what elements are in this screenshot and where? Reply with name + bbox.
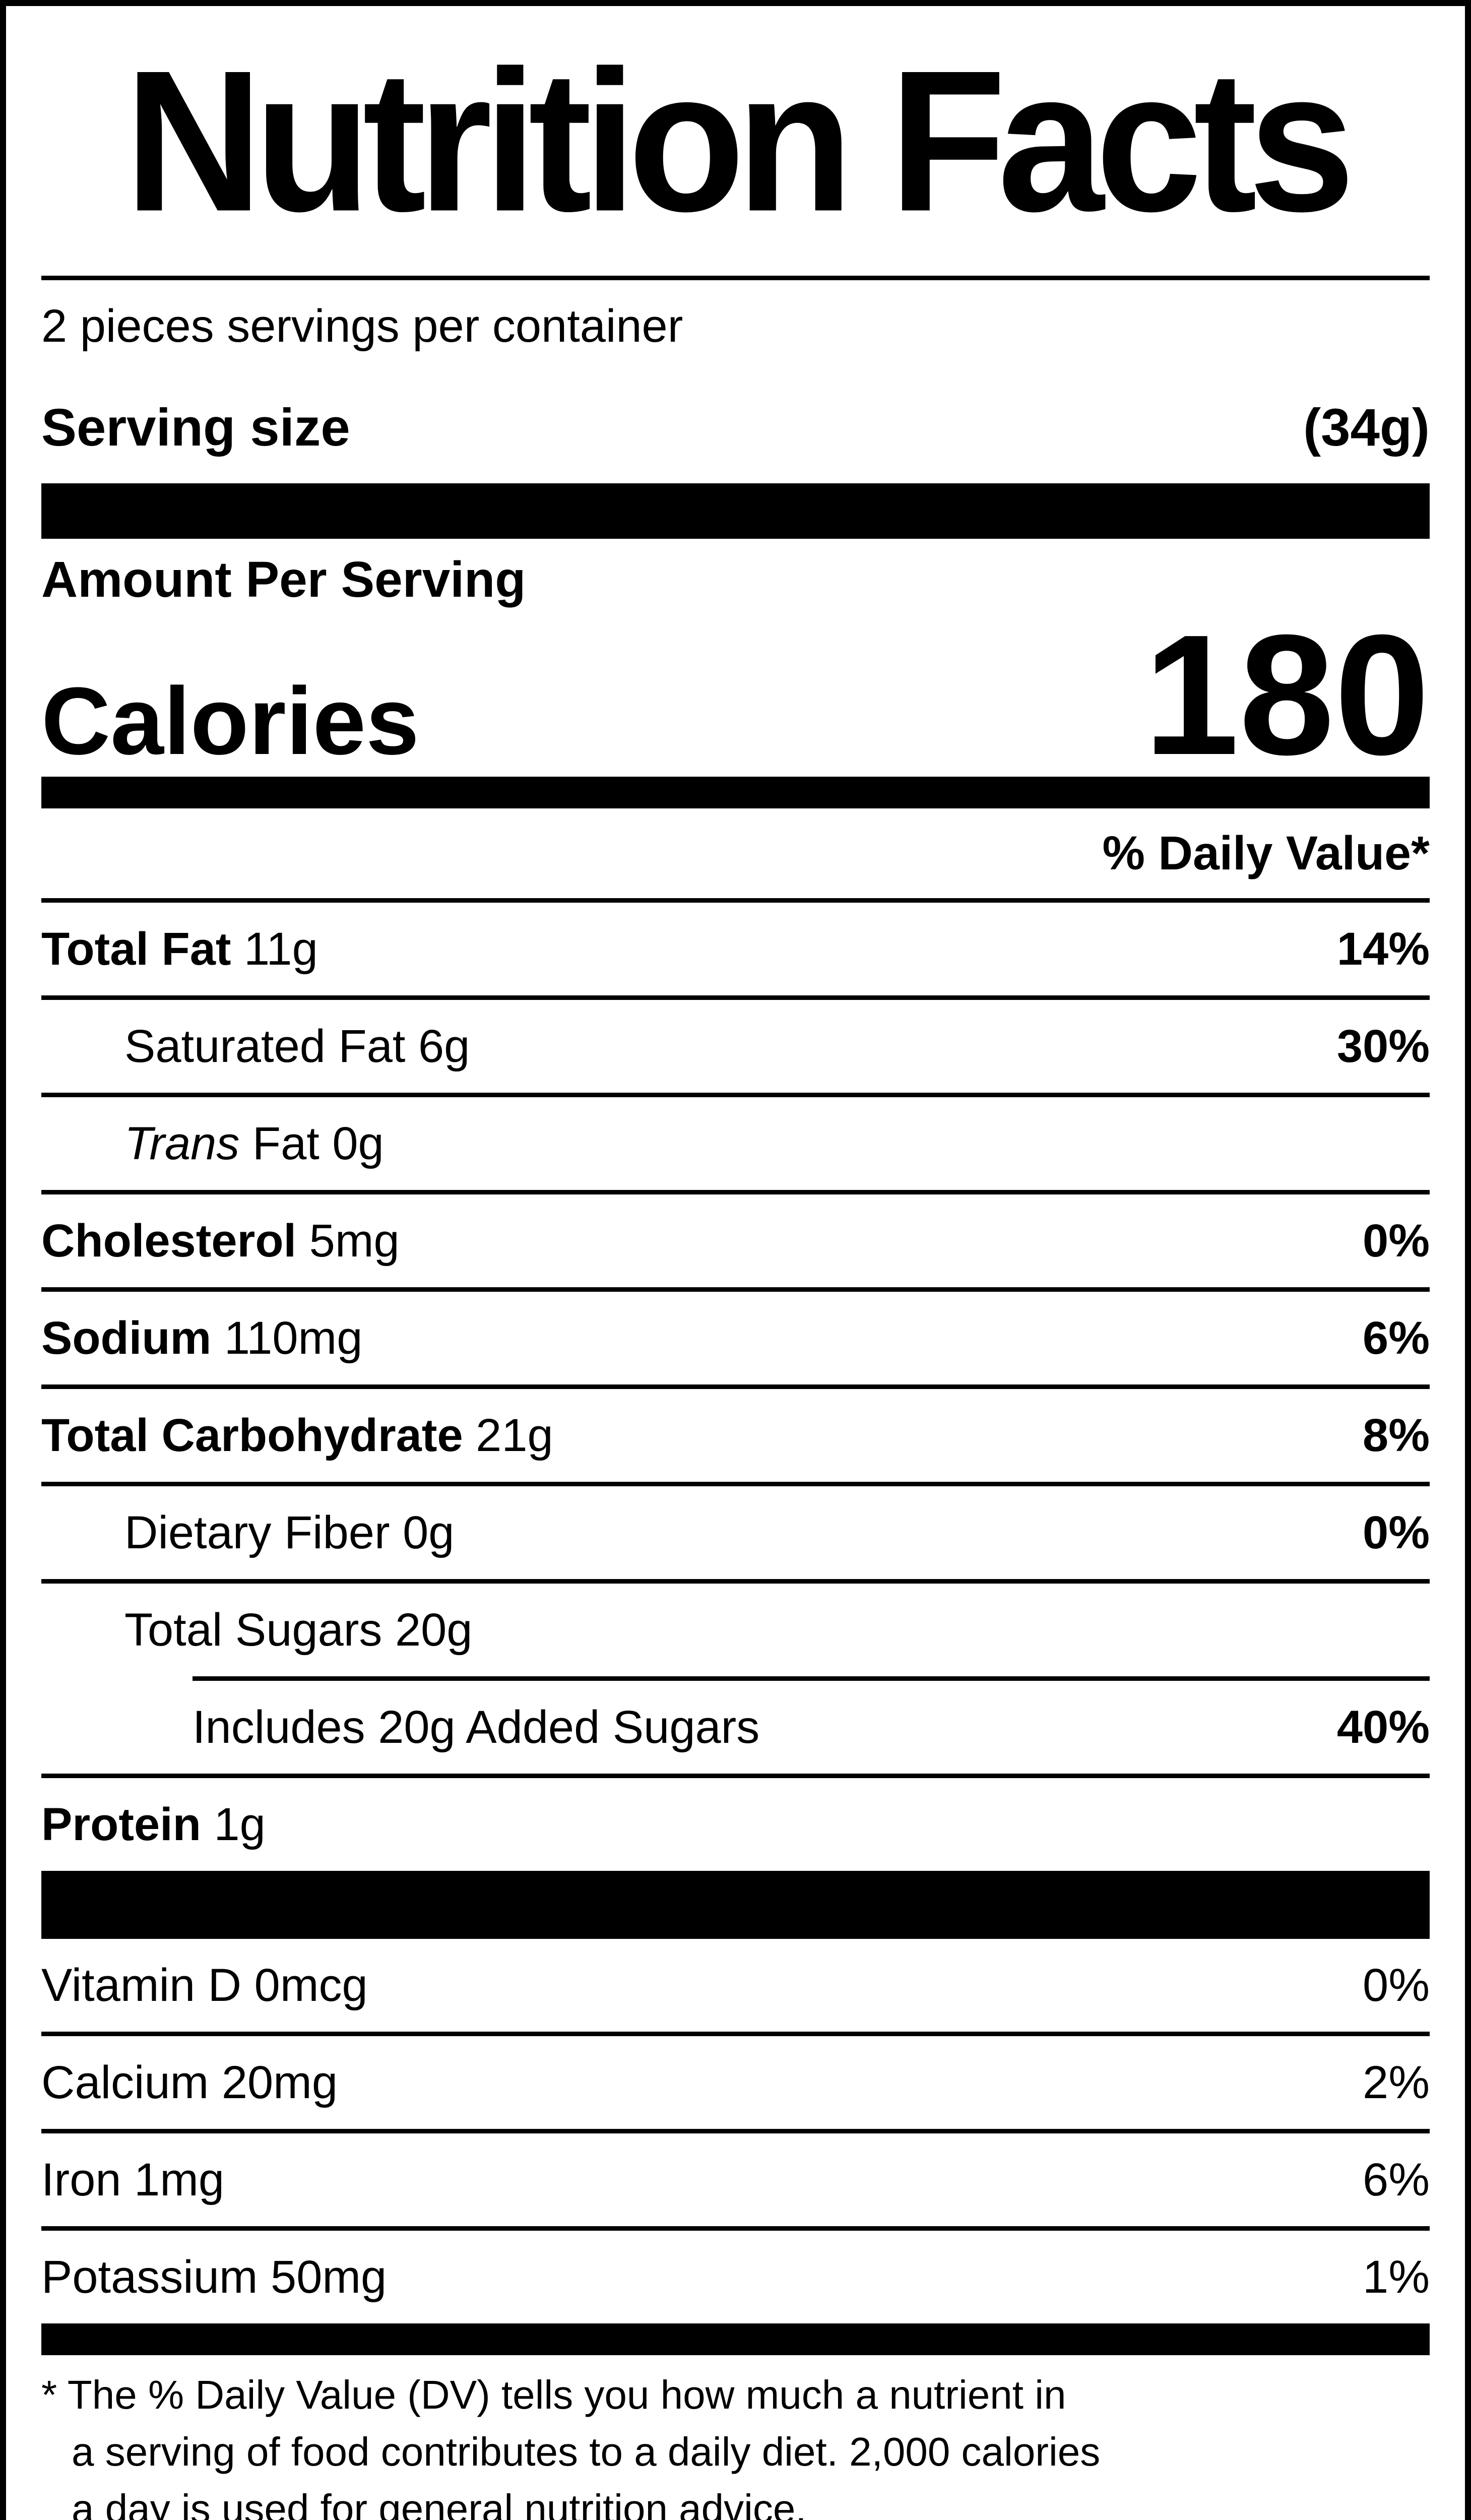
divider bbox=[41, 898, 1430, 903]
row-divider bbox=[41, 1384, 1430, 1389]
daily-value-percent: 0% bbox=[1363, 1959, 1430, 2011]
daily-value-header-row: % Daily Value* bbox=[41, 808, 1430, 898]
nutrient-rows: Total Fat 11g 14% Saturated Fat 6g 30% Trans… bbox=[41, 903, 1430, 1871]
servings-per-container-row: 2 pieces servings per container bbox=[41, 280, 1430, 372]
bold-part: Sodium bbox=[41, 1312, 212, 1364]
vitamin-rows: Vitamin D 0mcg 0% Calcium 20mg 2% Iron 1mg 6%… bbox=[41, 1939, 1430, 2323]
vitamin-row: Calcium 20mg 2% bbox=[41, 2036, 1430, 2129]
footnote-line: a serving of food contributes to a daily… bbox=[72, 2429, 1101, 2474]
daily-value-header: % Daily Value* bbox=[1102, 826, 1430, 880]
bold-part: Total Fat bbox=[41, 923, 231, 975]
daily-value-percent: 8% bbox=[1363, 1409, 1430, 1461]
serving-size-value: (34g) bbox=[1303, 398, 1430, 457]
nutrient-row: Protein 1g bbox=[41, 1778, 1430, 1871]
row-divider bbox=[41, 1579, 1430, 1584]
row-divider bbox=[41, 1093, 1430, 1097]
nutrient-row: Cholesterol 5mg 0% bbox=[41, 1194, 1430, 1287]
row-divider bbox=[41, 1287, 1430, 1292]
calories-value: 180 bbox=[1143, 599, 1430, 791]
bold-part: Protein bbox=[41, 1798, 201, 1850]
footnote: * The % Daily Value (DV) tells you how m… bbox=[41, 2355, 1430, 2520]
daily-value-percent: 6% bbox=[1363, 2154, 1430, 2206]
divider bbox=[41, 276, 1430, 280]
vitamin-row-label: Vitamin D 0mcg bbox=[41, 1959, 368, 2011]
row-divider bbox=[41, 2129, 1430, 2133]
nutrient-row-label: Trans Fat 0g bbox=[124, 1117, 384, 1169]
nutrient-row-label: Dietary Fiber 0g bbox=[124, 1506, 455, 1558]
indented-divider bbox=[193, 1676, 1430, 1681]
nutrient-row-label: Cholesterol 5mg bbox=[41, 1215, 400, 1267]
daily-value-percent: 30% bbox=[1336, 1020, 1430, 1072]
nutrient-row-label: Protein 1g bbox=[41, 1798, 266, 1850]
row-divider bbox=[41, 2032, 1430, 2036]
footnote-line: * The % Daily Value (DV) tells you how m… bbox=[41, 2372, 1066, 2417]
row-divider bbox=[41, 1482, 1430, 1486]
bold-part: Total Carbohydrate bbox=[41, 1409, 463, 1461]
vitamin-row-label: Calcium 20mg bbox=[41, 2056, 338, 2108]
daily-value-percent: 1% bbox=[1363, 2251, 1430, 2303]
nutrient-row: Sodium 110mg 6% bbox=[41, 1292, 1430, 1384]
footnote-line: a day is used for general nutrition advi… bbox=[72, 2486, 807, 2520]
servings-per-container-text: 2 pieces servings per container bbox=[41, 300, 683, 352]
calories-row: Calories 180 bbox=[41, 599, 1430, 791]
thick-bar bbox=[41, 1871, 1430, 1939]
amount-per-serving-label: Amount Per Serving bbox=[41, 551, 526, 608]
vitamin-row: Potassium 50mg 1% bbox=[41, 2231, 1430, 2323]
daily-value-percent: 0% bbox=[1363, 1506, 1430, 1558]
calories-block: Amount Per Serving Calories 180 bbox=[41, 539, 1430, 791]
nutrient-row-label: Total Fat 11g bbox=[41, 923, 318, 975]
calories-label: Calories bbox=[41, 668, 419, 775]
daily-value-percent: 6% bbox=[1363, 1312, 1430, 1364]
nutrient-row-label: Total Sugars 20g bbox=[124, 1604, 473, 1656]
title-wrap: Nutrition Facts bbox=[41, 6, 1430, 276]
nutrient-row-label: Total Carbohydrate 21g bbox=[41, 1409, 553, 1461]
vitamin-row: Vitamin D 0mcg 0% bbox=[41, 1939, 1430, 2032]
daily-value-percent: 14% bbox=[1336, 923, 1430, 975]
nutrient-row: Saturated Fat 6g 30% bbox=[41, 1000, 1430, 1093]
vitamin-row: Iron 1mg 6% bbox=[41, 2133, 1430, 2226]
medium-bar bbox=[41, 2323, 1430, 2355]
nutrient-row: Total Fat 11g 14% bbox=[41, 903, 1430, 995]
vitamin-row-label: Iron 1mg bbox=[41, 2154, 225, 2206]
daily-value-percent: 40% bbox=[1336, 1701, 1430, 1753]
row-divider bbox=[41, 1774, 1430, 1778]
row-divider bbox=[41, 1190, 1430, 1194]
nutrient-row: Trans Fat 0g bbox=[41, 1097, 1430, 1190]
bold-part: Cholesterol bbox=[41, 1215, 297, 1267]
row-divider bbox=[41, 995, 1430, 1000]
thick-bar bbox=[41, 483, 1430, 539]
nutrient-row: Total Carbohydrate 21g 8% bbox=[41, 1389, 1430, 1482]
row-divider bbox=[41, 2226, 1430, 2231]
page-title: Nutrition Facts bbox=[124, 28, 1355, 254]
nutrient-row: Dietary Fiber 0g 0% bbox=[41, 1486, 1430, 1579]
serving-size-label: Serving size bbox=[41, 398, 350, 457]
nutrient-row-label: Saturated Fat 6g bbox=[124, 1020, 470, 1072]
medium-bar bbox=[41, 777, 1430, 808]
nutrient-row: Total Sugars 20g bbox=[41, 1584, 1430, 1676]
daily-value-percent: 2% bbox=[1363, 2056, 1430, 2108]
nutrient-row-label: Sodium 110mg bbox=[41, 1312, 363, 1364]
italic-part: Trans bbox=[124, 1117, 240, 1169]
serving-size-row: Serving size (34g) bbox=[41, 372, 1430, 483]
nutrient-row: Includes 20g Added Sugars 40% bbox=[41, 1681, 1430, 1774]
vitamin-row-label: Potassium 50mg bbox=[41, 2251, 387, 2303]
nutrient-row-label: Includes 20g Added Sugars bbox=[193, 1701, 760, 1753]
daily-value-percent: 0% bbox=[1363, 1215, 1430, 1267]
